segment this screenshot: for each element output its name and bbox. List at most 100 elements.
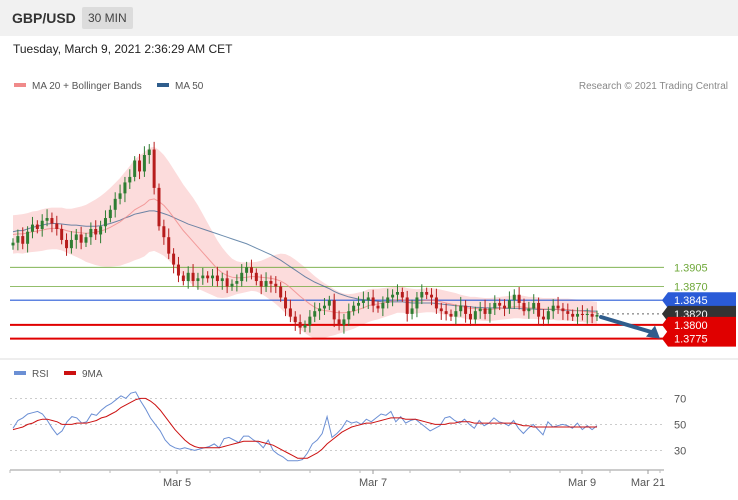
candle-body <box>94 228 98 235</box>
candle-body <box>522 302 526 312</box>
candle-body <box>99 226 103 235</box>
candle-body <box>488 308 492 314</box>
candle-body <box>167 237 171 254</box>
candle-body <box>459 305 463 312</box>
candle-body <box>337 319 341 325</box>
candle-body <box>571 313 575 317</box>
candle-body <box>454 311 458 317</box>
legend-ma20-label: MA 20 + Bollinger Bands <box>32 81 142 92</box>
candle-body <box>313 311 317 317</box>
candle-body <box>576 313 580 317</box>
candle-body <box>142 155 146 172</box>
candle-body <box>468 313 472 320</box>
candle-body <box>585 313 589 316</box>
candle-body <box>133 160 137 177</box>
legend-swatch-rsi <box>14 371 26 376</box>
candle-body <box>327 300 331 306</box>
candle-body <box>11 242 15 246</box>
candle-body <box>220 278 224 282</box>
candle-body <box>308 316 312 325</box>
candle-body <box>45 218 49 221</box>
candle-body <box>191 272 195 282</box>
candle-body <box>566 311 570 314</box>
candle-body <box>361 300 365 303</box>
candle-body <box>30 224 34 232</box>
candle-body <box>55 223 59 229</box>
candle-body <box>123 182 127 194</box>
forecast-arrow-shaft <box>599 315 655 335</box>
legend-swatch-ma20 <box>14 83 26 88</box>
rsi-tick-label-70: 70 <box>674 393 686 405</box>
legend-ma20: MA 20 + Bollinger Bands <box>14 81 142 92</box>
timeframe-badge[interactable]: 30 MIN <box>82 7 133 29</box>
chart-header: GBP/USD 30 MIN <box>0 0 738 36</box>
candle-body <box>269 281 273 284</box>
candle-body <box>103 218 107 227</box>
candle-body <box>439 308 443 312</box>
x-tick-label-Mar-7: Mar 7 <box>359 477 387 489</box>
rsi-series-9ma <box>12 397 597 459</box>
candle-body <box>113 198 117 210</box>
candle-body <box>434 297 438 309</box>
candles <box>11 141 599 335</box>
candle-body <box>420 291 424 298</box>
candle-body <box>561 308 565 312</box>
candle-body <box>473 311 477 320</box>
candle-body <box>395 291 399 295</box>
candle-body <box>65 239 69 249</box>
candle-body <box>279 286 283 298</box>
level-tag-1.3775 <box>662 330 736 347</box>
candle-body <box>444 311 448 314</box>
candle-body <box>371 297 375 306</box>
candle-body <box>50 218 54 224</box>
candle-body <box>493 302 497 309</box>
level-label-1.3905: 1.3905 <box>674 262 708 274</box>
candle-body <box>215 275 219 282</box>
candle-body <box>541 316 545 320</box>
level-label-1.3845: 1.3845 <box>674 295 708 307</box>
candle-body <box>517 294 521 303</box>
candle-body <box>152 149 156 188</box>
candle-body <box>590 313 594 317</box>
candle-body <box>318 308 322 312</box>
x-tick-label-Mar-5: Mar 5 <box>163 477 191 489</box>
candle-body <box>580 313 584 316</box>
candle-body <box>347 311 351 320</box>
candle-body <box>181 275 185 282</box>
candle-body <box>400 291 404 298</box>
candle-body <box>352 305 356 312</box>
legend-rsi: RSI <box>14 369 49 380</box>
candle-body <box>254 272 258 282</box>
candle-body <box>186 272 190 282</box>
candle-body <box>391 294 395 298</box>
candle-body <box>449 313 453 317</box>
candle-body <box>147 149 151 156</box>
rsi-series-rsi <box>12 391 598 462</box>
candle-body <box>157 187 161 227</box>
candle-body <box>527 308 531 312</box>
candle-body <box>464 305 468 314</box>
candle-body <box>503 305 507 309</box>
candle-body <box>430 294 434 298</box>
legend-ma50-label: MA 50 <box>175 81 204 92</box>
timestamp: Tuesday, March 9, 2021 2:36:29 AM CET <box>13 42 233 56</box>
candle-body <box>79 234 83 243</box>
candle-body <box>546 311 550 320</box>
candle-body <box>225 278 229 287</box>
x-tick-label-Mar-9: Mar 9 <box>568 477 596 489</box>
candle-body <box>512 294 516 301</box>
candle-body <box>26 231 30 244</box>
candle-body <box>386 297 390 303</box>
candle-body <box>293 316 297 323</box>
candle-body <box>74 234 78 240</box>
candle-body <box>206 275 210 279</box>
candle-body <box>507 300 511 309</box>
candle-body <box>259 281 263 287</box>
candle-body <box>376 305 380 309</box>
candle-body <box>128 176 132 183</box>
candle-body <box>264 281 268 287</box>
candle-body <box>425 291 429 295</box>
candle-body <box>162 226 166 238</box>
candle-body <box>240 272 244 282</box>
